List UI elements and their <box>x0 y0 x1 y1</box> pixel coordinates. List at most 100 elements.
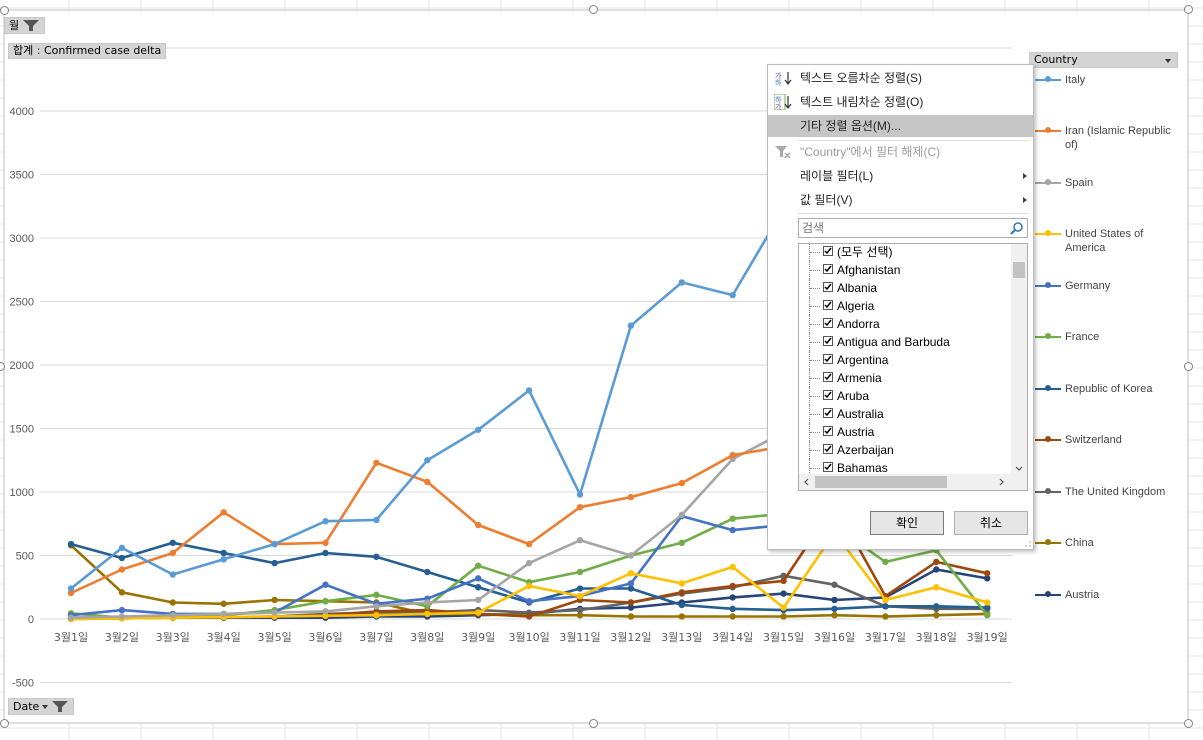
legend-label: Switzerland <box>1065 434 1122 446</box>
legend-label: United States of America <box>1065 228 1144 254</box>
data-point <box>271 559 278 567</box>
checkbox[interactable] <box>823 264 833 274</box>
clear-filter-label: "Country"에서 필터 해제(C) <box>800 145 941 159</box>
checklist-item-label: Armenia <box>837 371 882 385</box>
more-sort-options-item[interactable]: 기타 정렬 옵션(M)... <box>768 115 1033 137</box>
data-point <box>169 549 176 557</box>
dropdown-arrow-icon <box>1165 59 1171 63</box>
vertical-scroll-thumb[interactable] <box>1013 262 1025 278</box>
data-point <box>780 604 787 611</box>
resize-handle-bottom-right[interactable] <box>1184 719 1193 728</box>
tree-connector <box>809 315 822 333</box>
checkbox[interactable] <box>823 246 833 256</box>
x-tick-label: 3월6일 <box>308 630 342 644</box>
data-point <box>475 575 482 582</box>
checkbox[interactable] <box>823 408 833 418</box>
cancel-button[interactable]: 취소 <box>954 511 1028 535</box>
checkmark-icon <box>824 355 832 363</box>
y-tick-label: 1500 <box>10 424 34 436</box>
values-field-button[interactable]: 합계 : Confirmed case delta <box>8 43 167 59</box>
legend-label: The United Kingdom <box>1065 486 1166 498</box>
filter-funnel-icon <box>52 701 69 712</box>
resize-handle-top-right[interactable] <box>1184 5 1193 14</box>
checkbox[interactable] <box>823 372 833 382</box>
data-point <box>118 566 126 573</box>
x-tick-label: 3월14일 <box>712 630 753 644</box>
resize-handle-bottom[interactable] <box>589 719 598 728</box>
data-point <box>984 570 991 577</box>
data-point <box>678 279 685 286</box>
data-point <box>475 521 482 529</box>
data-point <box>118 544 126 552</box>
resize-grip-icon[interactable] <box>1025 541 1031 547</box>
checklist-item-label: Afghanistan <box>837 263 901 277</box>
data-point <box>627 570 635 577</box>
data-point <box>627 552 635 559</box>
data-point <box>220 610 227 618</box>
sort-ascending-item[interactable]: 가 하 텍스트 오름차순 정렬(S) <box>768 67 1033 89</box>
checkbox[interactable] <box>823 444 833 454</box>
sort-ascending-label: 텍스트 오름차순 정렬(S) <box>800 71 923 85</box>
data-point <box>118 606 126 614</box>
legend-field-button[interactable]: Country <box>1029 52 1178 68</box>
legend-marker-swatch <box>1045 488 1051 494</box>
x-tick-label: 3월16일 <box>814 630 855 644</box>
vertical-scrollbar[interactable] <box>1011 244 1027 474</box>
data-point <box>271 596 278 604</box>
legend-label: France <box>1065 331 1100 343</box>
resize-handle-bottom-left[interactable] <box>0 719 9 728</box>
data-point <box>729 594 736 601</box>
value-filter-item[interactable]: 값 필터(V) <box>768 189 1033 211</box>
scroll-left-icon[interactable] <box>803 478 809 486</box>
ok-button[interactable]: 확인 <box>870 511 944 535</box>
resize-handle-right[interactable] <box>1184 362 1193 371</box>
data-point <box>576 585 584 592</box>
checkmark-icon <box>824 391 832 399</box>
report-filter-button[interactable]: 월 <box>4 17 46 34</box>
clear-filter-item[interactable]: "Country"에서 필터 해제(C) <box>768 141 1033 163</box>
data-point <box>933 558 940 566</box>
data-point <box>729 291 736 299</box>
data-point <box>780 613 787 620</box>
data-point <box>424 599 431 606</box>
checkbox[interactable] <box>823 354 833 364</box>
checkbox[interactable] <box>823 426 833 436</box>
tree-connector <box>809 441 822 459</box>
horizontal-scroll-thumb[interactable] <box>815 476 947 488</box>
sort-descending-item[interactable]: 하 가 텍스트 내림차순 정렬(O) <box>768 91 1033 113</box>
data-point <box>933 566 940 573</box>
data-point <box>678 601 685 609</box>
data-point <box>67 614 75 621</box>
checkbox[interactable] <box>823 390 833 400</box>
label-filter-item[interactable]: 레이블 필터(L) <box>768 165 1033 187</box>
x-tick-label: 3월18일 <box>916 630 957 644</box>
scroll-right-icon[interactable] <box>999 478 1005 486</box>
resize-handle-left[interactable] <box>0 362 5 371</box>
checkbox[interactable] <box>823 282 833 292</box>
legend-marker-swatch <box>1045 385 1051 391</box>
resize-handle-top-left[interactable] <box>0 6 9 15</box>
search-input[interactable] <box>799 219 1005 237</box>
checkbox[interactable] <box>823 336 833 346</box>
data-point <box>627 599 635 606</box>
checkmark-icon <box>824 283 832 291</box>
tree-connector <box>809 423 822 441</box>
data-point <box>220 556 227 563</box>
checkbox[interactable] <box>823 462 833 472</box>
resize-handle-top[interactable] <box>589 5 598 14</box>
data-point <box>627 493 635 501</box>
checklist-item-label: Azerbaijan <box>837 443 894 457</box>
checkbox[interactable] <box>823 318 833 328</box>
scroll-down-icon[interactable] <box>1015 466 1023 472</box>
legend-marker-swatch <box>1045 436 1051 442</box>
data-point <box>678 589 685 596</box>
checkbox[interactable] <box>823 300 833 310</box>
data-point <box>322 598 329 605</box>
data-point <box>118 613 126 620</box>
horizontal-scrollbar[interactable] <box>799 474 1027 490</box>
legend-marker-swatch <box>1045 539 1051 545</box>
data-point <box>831 581 838 588</box>
data-point <box>475 584 482 591</box>
axis-field-button[interactable]: Date <box>8 698 75 715</box>
data-point <box>475 562 482 569</box>
